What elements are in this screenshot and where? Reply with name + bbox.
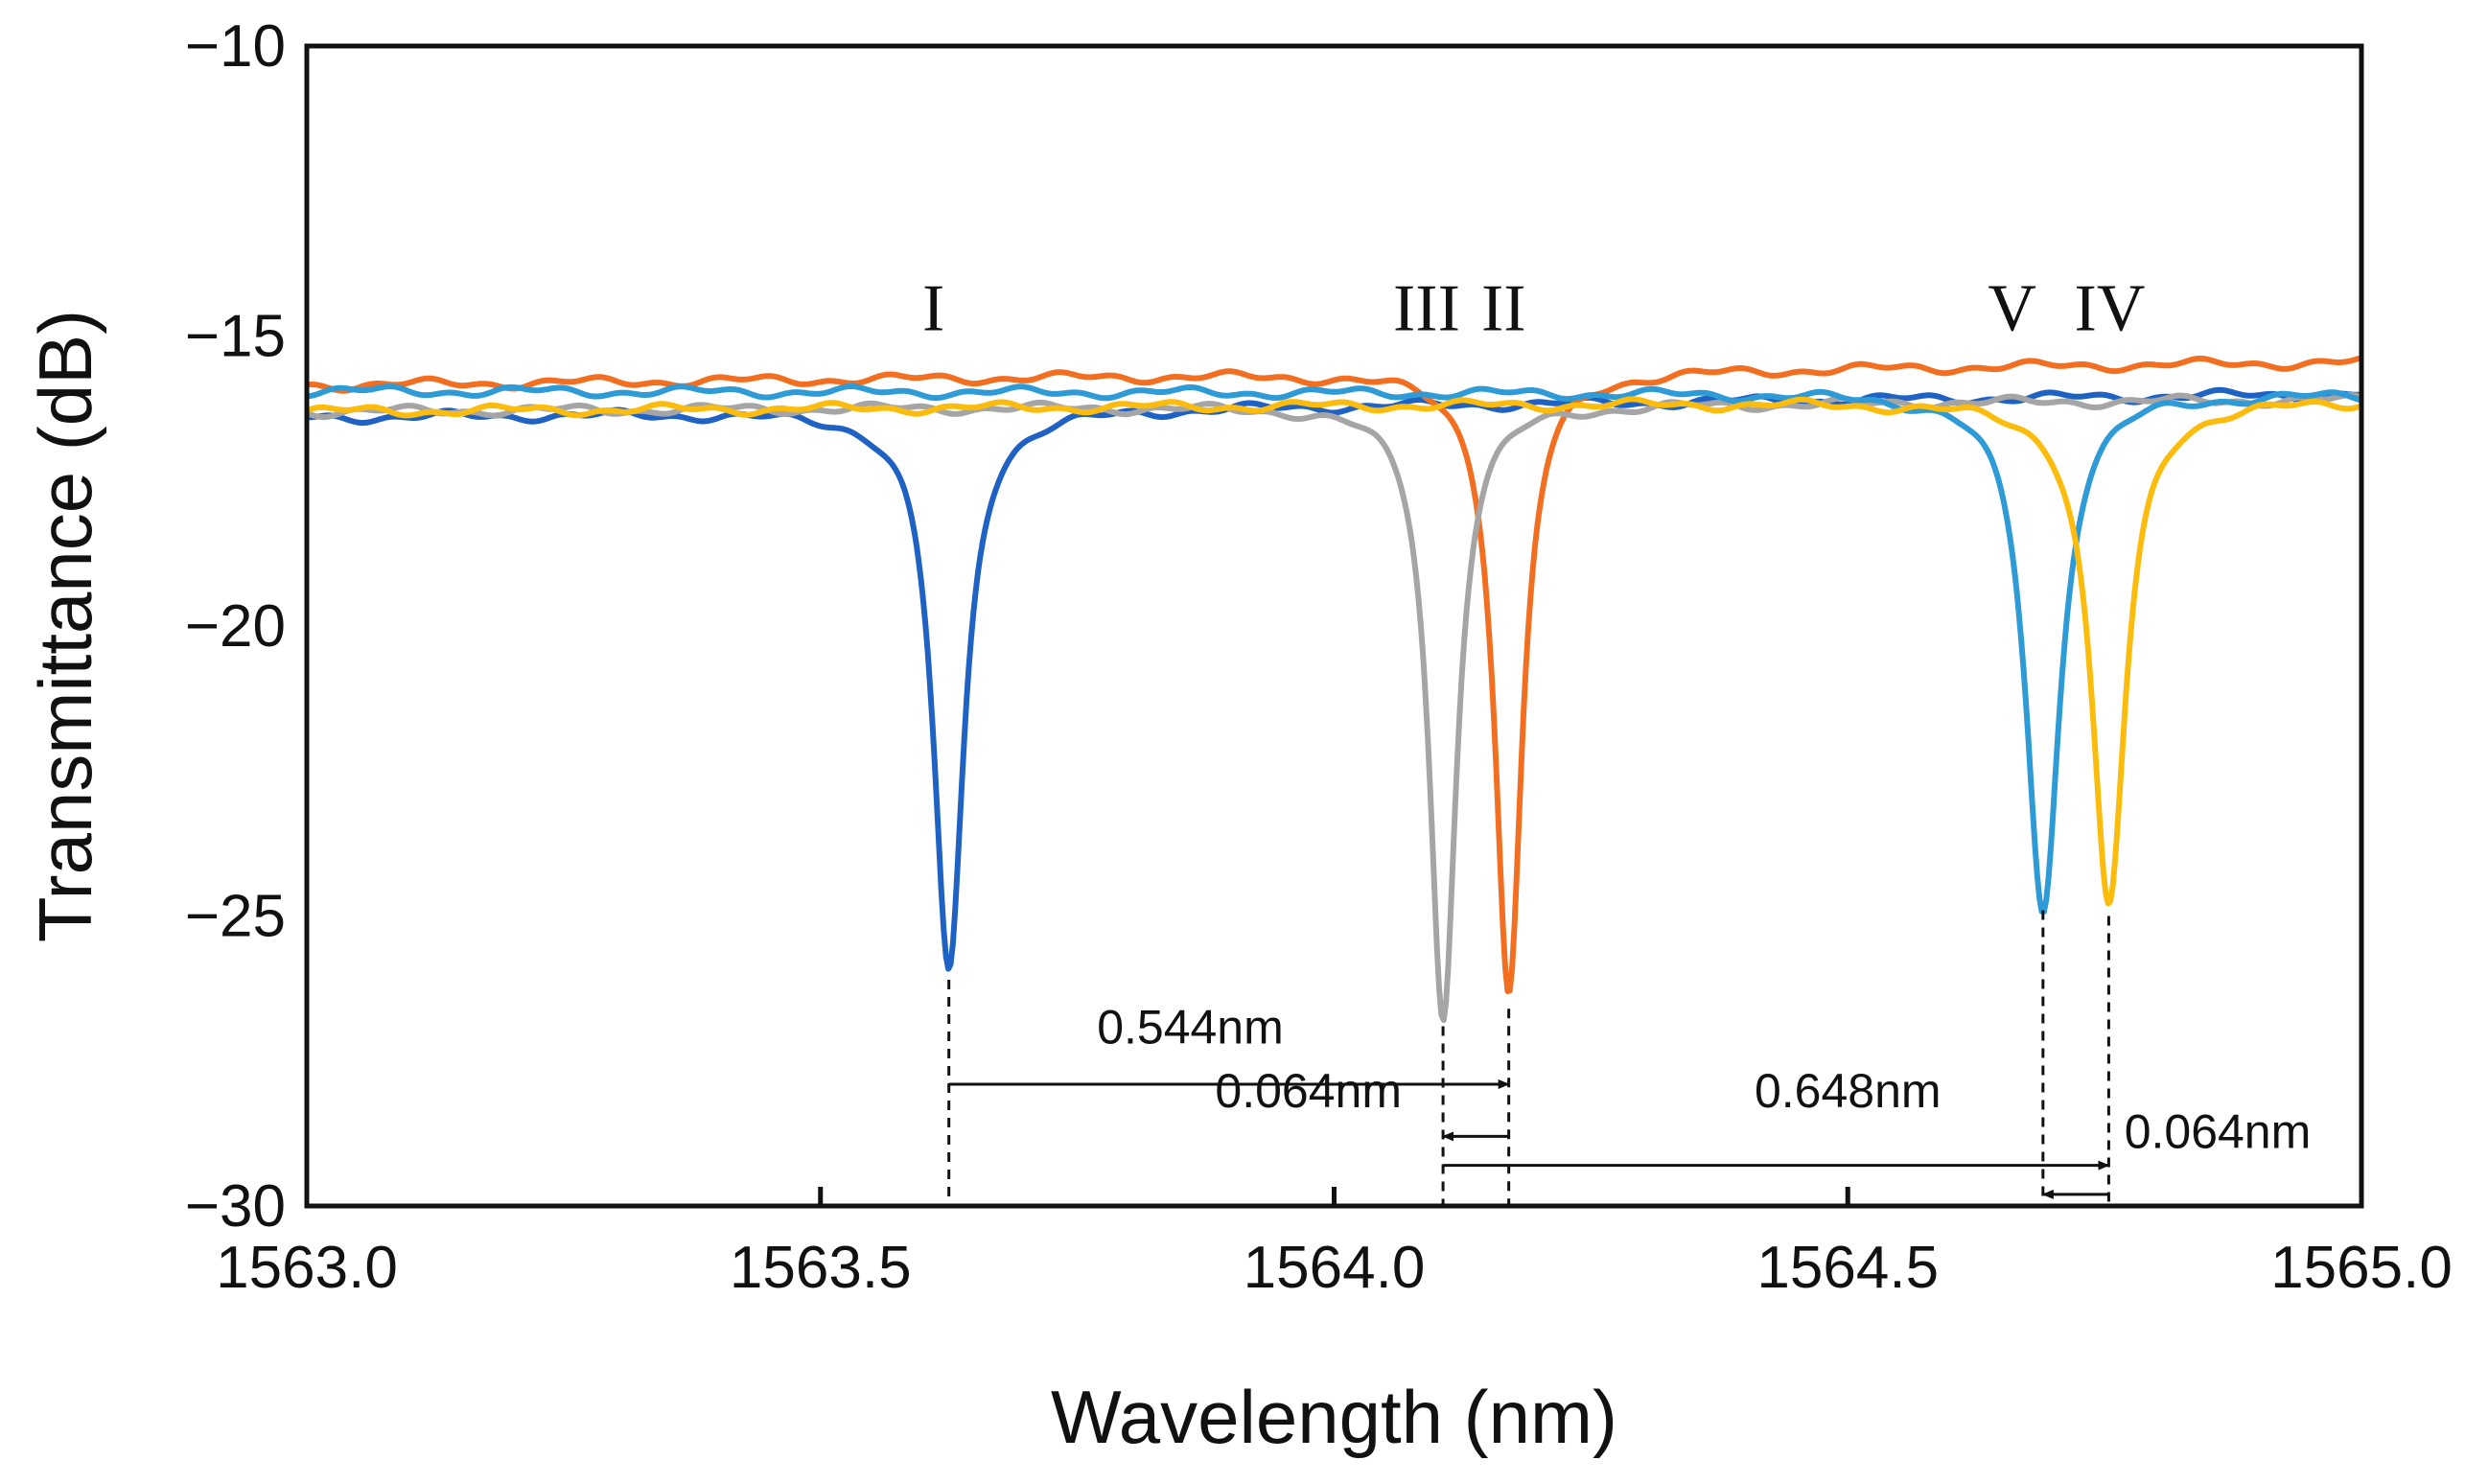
peak-label: IV [2075,271,2146,345]
x-tick-label: 1565.0 [2270,1235,2453,1301]
y-tick-label: −10 [185,13,286,80]
x-tick-label: 1563.5 [730,1235,912,1301]
y-tick-label: −15 [185,304,286,370]
annotation-label: 0.648nm [1755,1064,1942,1118]
peak-label: II [1481,271,1526,345]
y-tick-label: −20 [185,593,286,660]
y-axis: −10 −15 −20 −25 −30 [185,13,286,1240]
x-tick-label: 1564.0 [1244,1235,1426,1301]
annotation-label: 0.064nm [1215,1064,1402,1118]
x-axis: 1563.0 1563.5 1564.0 1564.5 1565.0 [216,1187,2453,1301]
x-axis-title: Wavelength (nm) [1051,1375,1617,1459]
annotation-label: 0.544nm [1097,1001,1284,1055]
peak-label: III [1393,271,1460,345]
series-line [306,355,2362,994]
series-line [306,392,2362,1024]
x-tick-label: 1563.0 [216,1235,398,1301]
y-tick-label: −30 [185,1173,286,1240]
y-axis-title: Transmittance (dB) [23,310,107,942]
plot-frame [304,43,2364,1209]
peak-label: I [922,271,944,345]
y-tick-label: −25 [185,884,286,950]
annotation-label: 0.064nm [2125,1105,2312,1159]
series-line [306,386,2362,972]
series-line [306,396,2362,907]
peak-label: V [1988,271,2036,345]
x-tick-label: 1564.5 [1756,1235,1939,1301]
series-line [306,383,2362,915]
